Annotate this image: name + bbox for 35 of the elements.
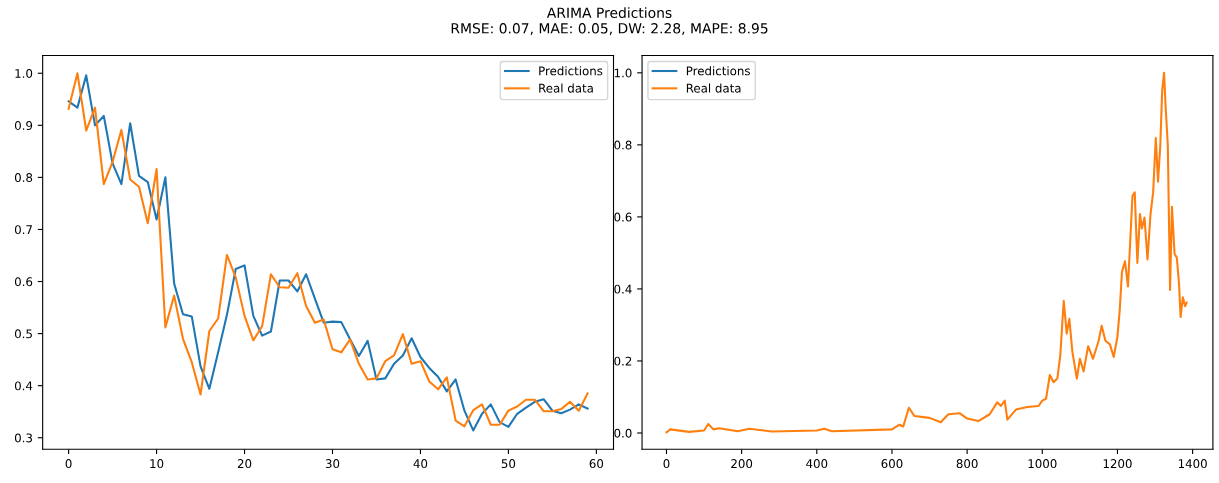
legend-label: Real data <box>539 83 593 93</box>
x-tick-label: 0 <box>663 459 670 469</box>
x-tick-label: 600 <box>881 459 903 469</box>
x-tick-label: 0 <box>65 459 72 469</box>
y-tick-label: 0.7 <box>14 225 32 235</box>
x-tick-label: 800 <box>956 459 978 469</box>
x-tick-label: 1200 <box>1103 459 1132 469</box>
x-tick-label: 400 <box>806 459 828 469</box>
x-tick-label: 50 <box>501 459 516 469</box>
x-tick-label: 200 <box>731 459 753 469</box>
chart-title: ARIMA Predictions <box>546 7 672 18</box>
y-tick-label: 0.2 <box>614 356 632 366</box>
x-tick-label: 20 <box>237 459 252 469</box>
y-tick-label: 0.4 <box>14 381 33 391</box>
x-tick-label: 60 <box>589 459 604 469</box>
x-tick-label: 10 <box>150 459 164 469</box>
x-tick-label: 1000 <box>1028 459 1057 469</box>
y-tick-label: 0.6 <box>614 212 632 222</box>
y-tick-label: 1.0 <box>614 68 632 78</box>
x-tick-label: 1400 <box>1178 459 1207 469</box>
x-tick-label: 40 <box>413 459 428 469</box>
y-tick-label: 0.4 <box>614 284 632 294</box>
y-tick-label: 0.9 <box>14 121 33 130</box>
chart-subtitle: RMSE: 0.07, MAE: 0.05, DW: 2.28, MAPE: 8.95 <box>451 23 768 35</box>
y-tick-label: 0.8 <box>14 173 33 183</box>
y-tick-label: 0.0 <box>614 428 632 438</box>
y-tick-label: 1.0 <box>15 68 33 78</box>
y-tick-label: 0.8 <box>614 140 632 150</box>
legend-label: Real data <box>686 83 741 93</box>
x-tick-label: 30 <box>325 459 340 469</box>
legend-label: Predictions <box>686 66 750 76</box>
legend-label: Predictions <box>539 66 603 76</box>
y-tick-label: 0.6 <box>14 277 33 287</box>
y-tick-label: 0.5 <box>14 329 32 339</box>
y-tick-label: 0.3 <box>14 433 32 443</box>
